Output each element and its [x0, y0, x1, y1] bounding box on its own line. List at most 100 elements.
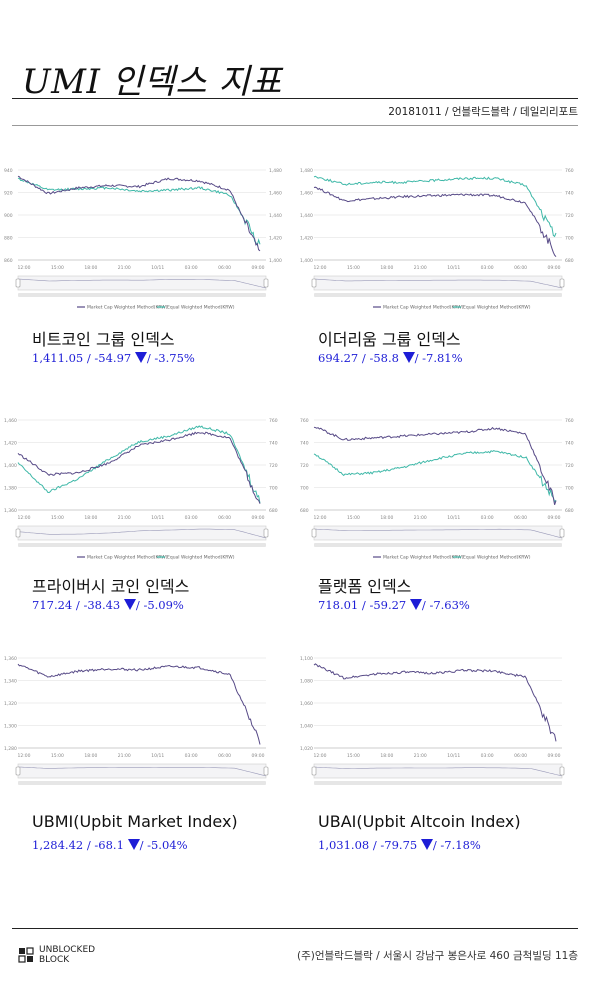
- chart-panel-ethereum: 1,480 1,460 1,440 1,420 1,400 760 740 720 700 680…: [298, 162, 588, 312]
- series-line-market-cap: [313, 186, 557, 258]
- x-tick-label: 12:00: [18, 265, 31, 271]
- x-tick-label: 09:00: [548, 265, 561, 271]
- y-tick-label: 900: [4, 213, 13, 219]
- navigator-scrollbar[interactable]: [314, 781, 562, 785]
- index-value: 1,031.08: [318, 838, 370, 852]
- y-tick-label: 920: [4, 191, 13, 197]
- legend-label-market-cap: Market Cap Weighted Method(KRW): [87, 555, 168, 561]
- y-tick-label: 1,360: [4, 508, 17, 514]
- navigator-handle-left[interactable]: [15, 278, 21, 288]
- index-change: -59.27: [369, 598, 407, 612]
- series-line-equal-weighted: [313, 175, 557, 238]
- x-tick-label: 18:00: [380, 265, 393, 271]
- navigator-scrollbar[interactable]: [314, 293, 562, 297]
- legend-label-equal-weighted: Equal Weighted Method(KRW): [463, 305, 531, 311]
- navigator-line: [17, 766, 267, 777]
- x-tick-label: 21:00: [118, 265, 131, 271]
- y-tick-label-right: 1,420: [269, 236, 282, 242]
- navigator-scrollbar[interactable]: [18, 781, 266, 785]
- y-tick-label: 1,080: [300, 679, 313, 685]
- y-tick-label: 1,440: [300, 213, 313, 219]
- panel-title: 플랫폼 인덱스: [318, 577, 412, 596]
- x-tick-label: 15:00: [347, 753, 360, 759]
- x-tick-label: 18:00: [380, 753, 393, 759]
- navigator-handle-left[interactable]: [311, 766, 317, 776]
- down-triangle-icon: [402, 352, 415, 363]
- navigator-handle-right[interactable]: [263, 278, 269, 288]
- logo-mark-icon: [18, 947, 34, 963]
- y-tick-label: 1,460: [4, 418, 17, 424]
- navigator-line: [17, 528, 267, 539]
- chart-panel-bitcoin: 940 920 900 880 860 1,480 1,460 1,440 1,420 1,400…: [2, 162, 292, 312]
- navigator-handle-right[interactable]: [263, 528, 269, 538]
- footer-rule: [12, 928, 578, 929]
- index-pct: -7.63%: [429, 598, 470, 612]
- dateline-rule: [12, 125, 578, 126]
- legend-label-market-cap: Market Cap Weighted Method(KRW): [87, 305, 168, 311]
- y-tick-label: 1,380: [4, 486, 17, 492]
- x-tick-label: 21:00: [414, 515, 427, 521]
- series-line-market-cap: [17, 663, 261, 745]
- y-tick-label: 1,040: [300, 724, 313, 730]
- y-tick-label: 1,020: [300, 746, 313, 752]
- index-value: 718.01: [318, 598, 359, 612]
- range-navigator: [313, 763, 563, 779]
- index-change: -58.8: [369, 351, 399, 365]
- y-tick-label: 1,420: [4, 441, 17, 447]
- company-logo: UNBLOCKED BLOCK: [18, 945, 95, 965]
- page-title: UMI 인덱스 지표: [22, 62, 282, 102]
- y-tick-label-right: 680: [565, 508, 574, 514]
- navigator-handle-left[interactable]: [15, 528, 21, 538]
- navigator-handle-right[interactable]: [559, 766, 565, 776]
- panel-title: UBMI(Upbit Market Index): [32, 812, 238, 831]
- x-tick-label: 10/11: [447, 753, 460, 759]
- y-tick-label: 880: [4, 236, 13, 242]
- y-tick-label-right: 680: [565, 258, 574, 264]
- x-tick-label: 09:00: [548, 753, 561, 759]
- panel-title: 비트코인 그룹 인덱스: [32, 330, 175, 349]
- line-chart: 940 920 900 880 860 1,480 1,460 1,440 1,420 1,400…: [4, 168, 282, 311]
- index-value: 1,284.42: [32, 838, 84, 852]
- y-tick-label: 1,340: [4, 679, 17, 685]
- down-triangle-icon: [409, 599, 422, 610]
- y-tick-label-right: 760: [565, 418, 574, 424]
- x-tick-label: 21:00: [118, 515, 131, 521]
- y-tick-label: 1,420: [300, 236, 313, 242]
- navigator-handle-left[interactable]: [311, 528, 317, 538]
- navigator-handle-left[interactable]: [15, 766, 21, 776]
- x-tick-label: 15:00: [347, 265, 360, 271]
- navigator-handle-right[interactable]: [559, 278, 565, 288]
- index-change: -68.1: [94, 838, 124, 852]
- x-tick-label: 12:00: [314, 753, 327, 759]
- index-pct: -5.04%: [147, 838, 188, 852]
- down-triangle-icon: [127, 839, 140, 850]
- y-tick-label: 1,060: [300, 701, 313, 707]
- navigator-scrollbar[interactable]: [18, 543, 266, 547]
- index-value: 1,411.05: [32, 351, 84, 365]
- series-line-market-cap: [313, 663, 557, 742]
- navigator-scrollbar[interactable]: [314, 543, 562, 547]
- x-tick-label: 12:00: [18, 753, 31, 759]
- index-change: -54.97: [94, 351, 132, 365]
- title-rule: [12, 98, 578, 99]
- y-tick-label-right: 680: [269, 508, 278, 514]
- chart-panel-platform: 760 740 720 700 680 760 740 720 700 680 12:00 15:00…: [298, 412, 588, 562]
- x-tick-label: 10/11: [151, 265, 164, 271]
- navigator-handle-left[interactable]: [311, 278, 317, 288]
- legend-label-equal-weighted: Equal Weighted Method(KRW): [167, 555, 235, 561]
- y-tick-label: 1,360: [4, 656, 17, 662]
- x-tick-label: 18:00: [84, 265, 97, 271]
- y-tick-label-right: 1,460: [269, 191, 282, 197]
- navigator-line: [313, 528, 563, 539]
- y-tick-label: 740: [300, 441, 309, 447]
- navigator-scrollbar[interactable]: [18, 293, 266, 297]
- x-tick-label: 10/11: [447, 265, 460, 271]
- panel-values: 1,411.05 / -54.97 / -3.75%: [32, 351, 195, 365]
- panel-values: 694.27 / -58.8 / -7.81%: [318, 351, 463, 365]
- x-tick-label: 12:00: [314, 265, 327, 271]
- navigator-handle-right[interactable]: [559, 528, 565, 538]
- y-tick-label: 700: [300, 486, 309, 492]
- navigator-handle-right[interactable]: [263, 766, 269, 776]
- x-tick-label: 09:00: [252, 753, 265, 759]
